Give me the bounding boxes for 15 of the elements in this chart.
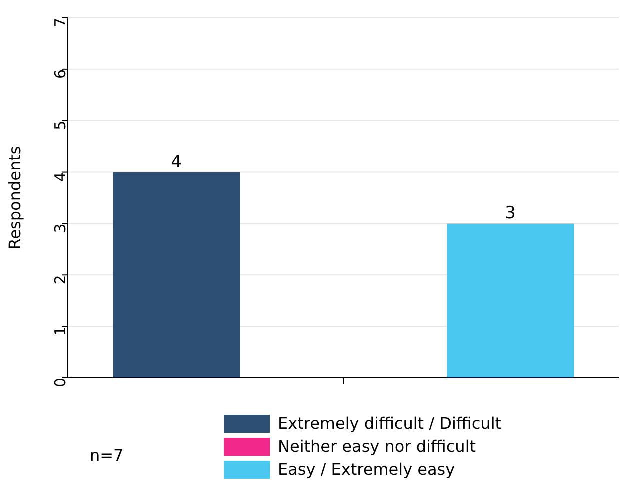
- y-tick-label: 1: [51, 326, 70, 336]
- y-tick-label: 3: [51, 224, 70, 234]
- legend-label: Easy / Extremely easy: [278, 460, 456, 479]
- data-label: 4: [171, 152, 182, 172]
- y-axis-title: Respondents: [6, 146, 25, 250]
- y-tick-label: 0: [51, 378, 70, 388]
- y-tick-label: 7: [51, 18, 70, 28]
- legend-label: Neither easy nor difficult: [278, 437, 476, 456]
- legend-label: Extremely difficult / Difficult: [278, 414, 502, 433]
- y-tick-label: 6: [51, 69, 70, 79]
- y-tick-label: 4: [51, 172, 70, 182]
- y-tick-label: 5: [51, 120, 70, 130]
- data-label: 3: [505, 204, 516, 224]
- text: n=7: [90, 446, 124, 465]
- y-tick-label: 2: [51, 275, 70, 285]
